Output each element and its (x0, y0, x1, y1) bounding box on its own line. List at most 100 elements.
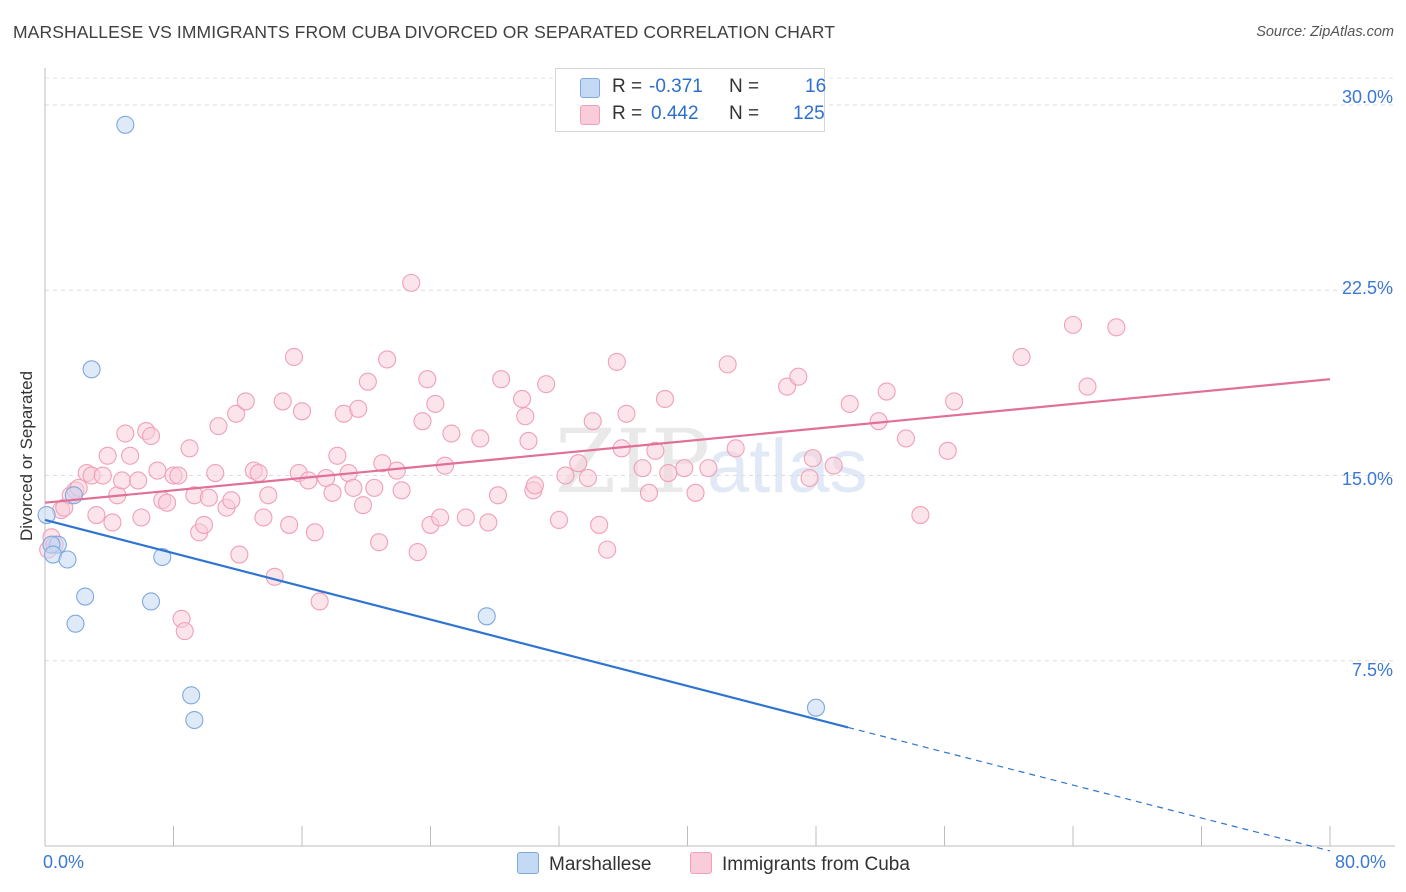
cuba-point (513, 389, 532, 409)
cuba-point (549, 510, 569, 530)
cuba-point (358, 372, 377, 391)
cuba-point (598, 540, 617, 559)
cuba-point (1063, 315, 1083, 334)
cuba-point (442, 424, 461, 443)
x-tick-label-min: 0.0% (43, 852, 85, 872)
cuba-point (516, 407, 535, 426)
cuba-point (87, 505, 106, 525)
legend-n-label: N = (729, 103, 760, 124)
cuba-point (175, 622, 194, 641)
trend-lines (44, 378, 1331, 852)
cuba-point (141, 426, 161, 446)
cuba-point (129, 471, 148, 490)
legend-r-value: -0.371 (649, 76, 703, 97)
cuba-point (305, 523, 324, 542)
marshallese-trend-extension (847, 726, 1331, 852)
correlation-legend: R = -0.371 N = 16 R = 0.442 N = 125 (555, 68, 826, 132)
cuba-point (840, 394, 859, 413)
marshallese-point (153, 547, 172, 567)
cuba-point (655, 389, 675, 409)
bottom-legend-swatch-cuba (690, 852, 712, 874)
marshallese-point (66, 614, 85, 633)
cuba-point (323, 483, 342, 502)
cuba-point (387, 461, 406, 480)
cuba-point (230, 545, 249, 564)
cuba-point (488, 486, 508, 505)
cuba-point (556, 466, 575, 485)
cuba-point (249, 464, 268, 483)
cuba-point (633, 459, 652, 478)
y-tick-label: 22.5% (1341, 278, 1393, 298)
cuba-point (1107, 318, 1126, 337)
marshallese-point (182, 686, 201, 705)
bottom-legend-cuba: Immigrants from Cuba (690, 852, 910, 876)
cuba-point (646, 441, 665, 460)
cuba-point (113, 471, 132, 490)
cuba-point (537, 375, 556, 394)
cuba-point (378, 350, 397, 369)
cuba-point (328, 446, 347, 465)
cuba-point (132, 508, 151, 527)
marshallese-point (141, 592, 161, 611)
cuba-point (617, 404, 636, 423)
legend-swatch-cuba (580, 105, 600, 125)
cuba-point (699, 459, 718, 478)
cuba-point (607, 352, 626, 371)
series-cuba-points (39, 273, 1126, 641)
marshallese-point (37, 505, 56, 525)
cuba-point (639, 483, 659, 502)
cuba-point (1078, 377, 1097, 396)
cuba-point (373, 454, 392, 473)
cuba-point (273, 392, 292, 411)
cuba-point (578, 468, 597, 488)
cuba-point (408, 543, 427, 562)
cuba-point (254, 508, 273, 527)
legend-r-label: R = (612, 76, 643, 97)
cuba-point (310, 592, 329, 611)
cuba-point (299, 471, 318, 490)
cuba-trend-line (44, 378, 1331, 504)
legend-swatch-marshallese (580, 78, 600, 98)
y-tick-label: 30.0% (1341, 87, 1393, 107)
chart-title: MARSHALLESE VS IMMIGRANTS FROM CUBA DIVO… (13, 22, 836, 42)
cuba-point (284, 347, 304, 367)
cuba-point (98, 446, 117, 465)
cuba-point (121, 446, 140, 465)
marshallese-trend-line (44, 518, 849, 729)
legend-r-label: R = (612, 103, 643, 124)
cuba-point (525, 476, 544, 495)
cuba-point (726, 439, 745, 458)
bottom-legend-label: Marshallese (549, 854, 652, 875)
cuba-point (236, 392, 255, 411)
cuba-point (93, 466, 112, 485)
axes (44, 68, 1395, 847)
cuba-point (180, 439, 199, 458)
cuba-point (569, 454, 588, 473)
cuba-point (199, 488, 218, 507)
cuba-point (259, 486, 278, 505)
cuba-point (718, 355, 737, 374)
cuba-point (824, 456, 843, 475)
cuba-point (492, 370, 511, 389)
marshallese-point (76, 587, 95, 606)
bottom-legend-label: Immigrants from Cuba (722, 854, 910, 875)
series-marshallese-points (37, 115, 826, 730)
cuba-point (456, 508, 475, 527)
legend-n-label: N = (729, 76, 760, 97)
cuba-point (148, 461, 167, 480)
cuba-point (413, 412, 432, 431)
cuba-point (1012, 347, 1031, 367)
marshallese-point (185, 710, 204, 730)
cuba-point (583, 412, 602, 431)
cuba-point (659, 464, 678, 483)
cuba-point (675, 459, 694, 478)
cuba-point (116, 424, 135, 443)
cuba-point (519, 431, 538, 450)
cuba-point (418, 370, 437, 389)
cuba-point (353, 496, 373, 515)
cuba-point (431, 508, 450, 527)
marshallese-point (58, 550, 77, 569)
marshallese-point (477, 607, 496, 626)
cuba-point (945, 392, 964, 411)
